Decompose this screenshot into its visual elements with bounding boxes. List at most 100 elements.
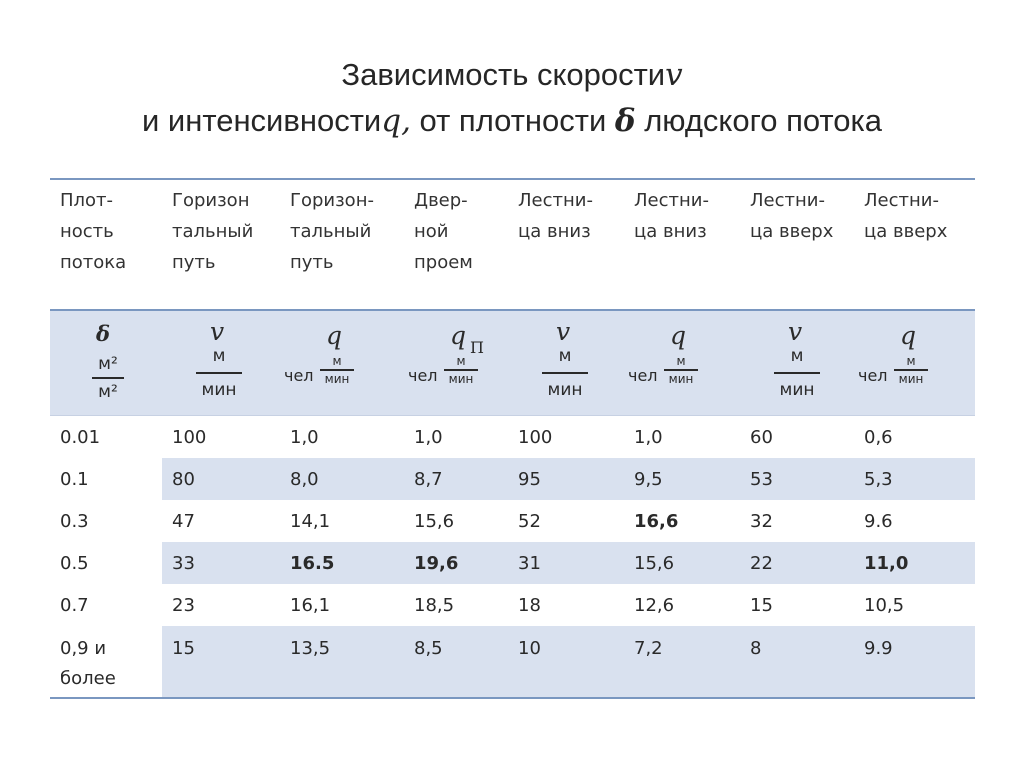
value-cell: 10 <box>508 626 624 699</box>
column-header: Горизон тальный путь <box>162 178 280 311</box>
density-cell: 0.01 <box>50 415 162 458</box>
column-header-line: ца вниз <box>518 221 591 242</box>
unit-cell-q-1: q чел м мин <box>280 310 404 416</box>
fraction-bar <box>196 372 242 374</box>
fraction-bar <box>542 372 588 374</box>
value-cell: 12,6 <box>634 594 675 616</box>
density-cell: 0.5 <box>50 542 162 584</box>
column-header: Лестни-ца вверх <box>740 178 854 311</box>
value-cell: 9,5 <box>624 458 740 500</box>
unit-numerator: м <box>676 354 686 368</box>
density-cell: 0,9 и более <box>50 626 162 699</box>
density-cell: 0.1 <box>50 458 162 500</box>
velocity-symbol: v <box>665 57 683 93</box>
table-row: 0.5 33 16.5 19,6 31 15,6 22 11,0 <box>50 542 975 584</box>
unit-prefix: чел <box>628 366 658 385</box>
value-cell: 10,5 <box>864 594 905 616</box>
value-cell: 16,1 <box>290 594 331 616</box>
table-row: 0.7 23 16,1 18,5 18 12,6 15 10,5 <box>50 584 975 626</box>
density-cell: 0.7 <box>50 584 162 626</box>
table-row: 0,9 и более 15 13,5 8,5 10 7,2 8 9.9 <box>50 626 975 699</box>
value-cell: 32 <box>750 510 773 532</box>
value-cell: 16.5 <box>280 542 404 584</box>
value-cell: 23 <box>172 594 195 616</box>
unit-denominator: мин <box>668 372 694 386</box>
value-cell: 7,2 <box>624 626 740 699</box>
column-header: Плот-ность потока <box>50 178 162 311</box>
velocity-symbol: v <box>788 317 803 346</box>
intensity-symbol: q <box>670 321 687 350</box>
value-cell: 8,0 <box>280 458 404 500</box>
column-header-line: путь <box>290 252 334 273</box>
density-table: Плот-ность потока Горизон тальный путь Горизо… <box>50 178 975 699</box>
value-cell: 53 <box>740 458 854 500</box>
table-row: 0.1 80 8,0 8,7 95 9,5 53 5,3 <box>50 458 975 500</box>
velocity-symbol: v <box>556 317 571 346</box>
unit-denominator: мин <box>201 380 237 400</box>
density-symbol: δ <box>614 103 636 139</box>
table-row: 0.01 100 1,0 1,0 100 1,0 60 0,6 <box>50 415 975 458</box>
value-cell: 19,6 <box>404 542 508 584</box>
column-header-line: путь <box>172 252 216 273</box>
title-line-1: Зависимость скоростиv <box>341 57 683 93</box>
unit-cell-q-2: q чел м мин <box>624 310 740 416</box>
column-header-line: ной <box>414 221 449 242</box>
value-cell: 15 <box>750 594 773 616</box>
column-header-line: Лестни- <box>864 190 939 211</box>
value-cell: 0,6 <box>864 426 893 448</box>
column-header: Лестни-ца вверх <box>854 178 975 311</box>
unit-numerator: м <box>790 346 804 366</box>
table-body: 0.01 100 1,0 1,0 100 1,0 60 0,6 0.1 80 8,0 8,7 95 9,5… <box>50 415 975 699</box>
value-cell: 8,7 <box>404 458 508 500</box>
unit-cell-density: δ м² м² <box>50 310 162 416</box>
unit-prefix: чел <box>408 366 438 385</box>
value-cell: 52 <box>518 510 541 532</box>
value-cell: 15,6 <box>414 510 455 532</box>
column-header-line: ца вверх <box>750 221 834 242</box>
column-header: Лестни-ца вниз <box>508 178 624 311</box>
unit-denominator: мин <box>898 372 924 386</box>
value-cell: 13,5 <box>280 626 404 699</box>
delta-symbol: δ <box>96 321 111 346</box>
value-cell: 95 <box>508 458 624 500</box>
fraction-bar <box>894 369 928 371</box>
value-cell: 14,1 <box>290 510 331 532</box>
value-cell: 8 <box>740 626 854 699</box>
fraction-bar <box>444 369 478 371</box>
column-header-line: проем <box>414 252 473 273</box>
unit-numerator: м <box>212 346 226 366</box>
unit-denominator: мин <box>547 380 583 400</box>
column-header-line: Плот- <box>60 190 114 211</box>
fraction-bar <box>664 369 698 371</box>
value-cell: 18 <box>518 594 541 616</box>
value-cell: 1,0 <box>290 426 319 448</box>
velocity-symbol: v <box>210 317 225 346</box>
value-cell: 9.6 <box>864 510 893 532</box>
value-cell: 100 <box>172 426 207 448</box>
unit-numerator: м <box>558 346 572 366</box>
title-line-2: и интенсивностиq, от плотности δ людског… <box>141 103 882 139</box>
value-cell: 8,5 <box>404 626 508 699</box>
value-cell: 5,3 <box>854 458 975 500</box>
value-cell: 15 <box>162 626 280 699</box>
unit-numerator: м <box>906 354 916 368</box>
column-header-line: ность <box>60 221 114 242</box>
column-header: Лестни-ца вниз <box>624 178 740 311</box>
intensity-subscript: П <box>470 338 484 357</box>
fraction-bar <box>92 377 124 379</box>
table-row: 0.3 47 14,1 15,6 52 16,6 32 9.6 <box>50 500 975 542</box>
unit-numerator: м² <box>98 354 118 374</box>
unit-denominator: мин <box>448 372 474 386</box>
value-cell: 9.9 <box>854 626 975 699</box>
value-cell: 11,0 <box>854 542 975 584</box>
value-cell: 16,6 <box>634 510 679 532</box>
header-row: Плот-ность потока Горизон тальный путь Горизо… <box>50 178 975 311</box>
column-header-line: Горизон <box>172 190 250 211</box>
value-cell: 60 <box>750 426 773 448</box>
value-cell: 100 <box>518 426 553 448</box>
intensity-symbol: q <box>900 321 917 350</box>
column-header-line: ца вниз <box>634 221 707 242</box>
column-header-line: Горизон- <box>290 190 374 211</box>
